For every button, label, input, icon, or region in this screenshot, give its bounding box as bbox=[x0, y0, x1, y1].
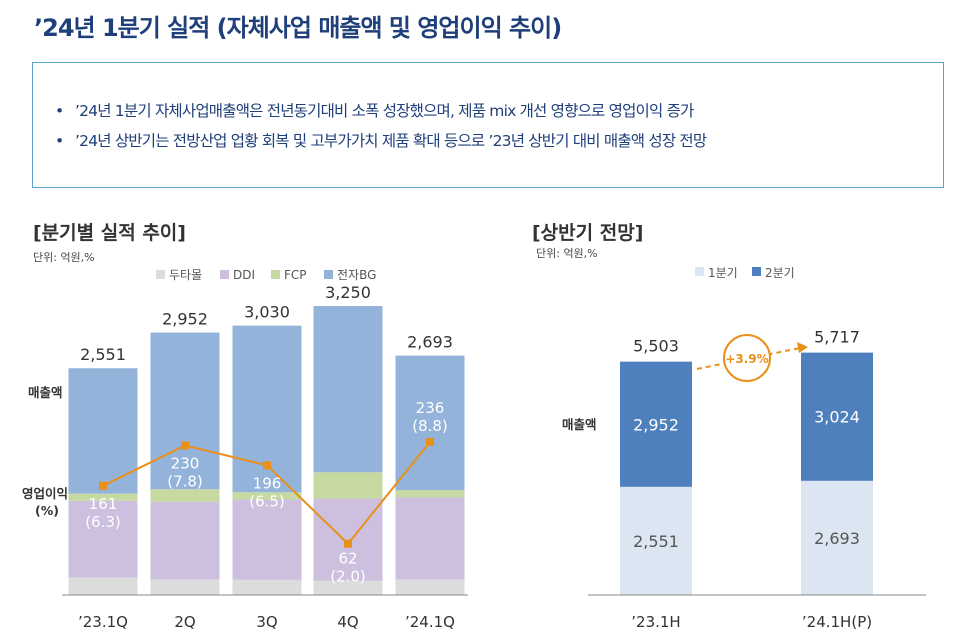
op-value-label-3: 62 bbox=[338, 550, 357, 568]
bar-segment-1-1 bbox=[150, 501, 220, 580]
growth-bubble bbox=[723, 334, 771, 382]
bar-segment-3-0 bbox=[68, 368, 138, 494]
legend-label-3: 전자BG bbox=[337, 268, 376, 282]
op-marker-4 bbox=[426, 437, 434, 446]
op-marker-0 bbox=[99, 481, 107, 490]
legend-swatch-0 bbox=[156, 270, 165, 279]
bar-total-label-3: 3,250 bbox=[325, 283, 371, 302]
h-x-tick-label-0: ’23.1H bbox=[631, 613, 680, 631]
bar-segment-0-3 bbox=[313, 580, 383, 595]
h-revenue-axis-label: 매출액 bbox=[562, 417, 597, 432]
bar-segment-0-1 bbox=[150, 579, 220, 595]
bar-segment-1-4 bbox=[395, 497, 465, 580]
growth-label: +3.9% bbox=[725, 352, 768, 366]
summary-bullet-1: ’24년 1분기 자체사업매출액은 전년동기대비 소폭 성장했으며, 제품 mi… bbox=[55, 101, 706, 121]
legend-swatch-1 bbox=[220, 270, 229, 279]
op-value-label-2: 196 bbox=[253, 474, 282, 492]
h-legend-swatch-1 bbox=[752, 267, 761, 276]
bar-total-label-0: 2,551 bbox=[80, 345, 126, 364]
h-segment-label-0-1: 2,693 bbox=[814, 529, 860, 548]
h-legend-label-0: 1분기 bbox=[708, 266, 738, 280]
op-marker-3 bbox=[344, 539, 352, 548]
bar-segment-1-3 bbox=[313, 498, 383, 581]
op-margin-label-4: (8.8) bbox=[412, 417, 448, 435]
bar-segment-3-4 bbox=[395, 355, 465, 491]
x-tick-label-4: ’24.1Q bbox=[405, 613, 455, 631]
op-margin-label-2: (6.5) bbox=[249, 492, 285, 510]
revenue-axis-label: 매출액 bbox=[28, 385, 63, 400]
bar-segment-1-0 bbox=[68, 500, 138, 578]
h-bar-segment-0-0 bbox=[620, 486, 692, 595]
op-margin-label-0: (6.3) bbox=[85, 513, 121, 531]
bar-segment-0-2 bbox=[232, 579, 302, 595]
h-x-tick-label-1: ’24.1H(P) bbox=[802, 613, 872, 631]
h-bar-total-label-1: 5,717 bbox=[814, 328, 860, 347]
growth-arrow-head bbox=[797, 342, 808, 353]
x-tick-label-1: 2Q bbox=[174, 613, 195, 631]
bar-segment-0-4 bbox=[395, 579, 465, 595]
bar-total-label-1: 2,952 bbox=[162, 310, 208, 329]
op-margin-label-3: (2.0) bbox=[330, 568, 366, 586]
h-bar-total-label-0: 5,503 bbox=[633, 337, 679, 356]
op-marker-2 bbox=[263, 461, 271, 470]
h-bar-segment-0-1 bbox=[801, 480, 873, 595]
bar-segment-1-2 bbox=[232, 499, 302, 580]
h-legend-swatch-0 bbox=[695, 267, 704, 276]
bar-segment-2-2 bbox=[232, 492, 302, 500]
x-tick-label-2: 3Q bbox=[256, 613, 277, 631]
op-marker-1 bbox=[181, 441, 189, 450]
legend-label-2: FCP bbox=[284, 268, 307, 282]
bar-segment-2-4 bbox=[395, 490, 465, 498]
page-title: ’24년 1분기 실적 (자체사업 매출액 및 영업이익 추이) bbox=[34, 14, 562, 42]
bar-segment-3-1 bbox=[150, 332, 220, 490]
legend-swatch-2 bbox=[271, 270, 280, 279]
bar-segment-2-0 bbox=[68, 493, 138, 501]
quarterly-section-title: [분기별 실적 추이] bbox=[33, 222, 186, 244]
h-segment-label-1-1: 3,024 bbox=[814, 408, 860, 427]
bar-total-label-4: 2,693 bbox=[407, 333, 453, 352]
h-segment-label-1-0: 2,952 bbox=[633, 415, 679, 434]
bar-segment-2-1 bbox=[150, 489, 220, 502]
op-margin-label-1: (7.8) bbox=[167, 472, 203, 490]
bar-segment-3-3 bbox=[313, 306, 383, 473]
bar-total-label-2: 3,030 bbox=[244, 303, 290, 322]
legend-label-0: 두타몰 bbox=[169, 268, 202, 282]
bar-segment-0-0 bbox=[68, 577, 138, 595]
halfyear-unit-label: 단위: 억원,% bbox=[536, 247, 598, 260]
halfyear-section-title: [상반기 전망] bbox=[532, 222, 644, 244]
summary-list: ’24년 1분기 자체사업매출액은 전년동기대비 소폭 성장했으며, 제품 mi… bbox=[55, 101, 707, 161]
quarterly-unit-label: 단위: 억원,% bbox=[33, 251, 95, 264]
op-value-label-0: 161 bbox=[89, 495, 118, 513]
summary-bullet-2: ’24년 상반기는 전방산업 업황 회복 및 고부가가치 제품 확대 등으로 ’… bbox=[55, 131, 707, 151]
legend-label-1: DDI bbox=[233, 268, 255, 282]
h-segment-label-0-0: 2,551 bbox=[633, 532, 679, 551]
op-axis-unit-label: (%) bbox=[35, 503, 59, 518]
h-legend-label-1: 2분기 bbox=[765, 266, 795, 280]
bar-segment-2-3 bbox=[313, 472, 383, 499]
legend-swatch-3 bbox=[324, 270, 333, 279]
x-tick-label-3: 4Q bbox=[337, 613, 358, 631]
summary-box: ’24년 1분기 자체사업매출액은 전년동기대비 소폭 성장했으며, 제품 mi… bbox=[32, 62, 944, 188]
x-tick-label-0: ’23.1Q bbox=[78, 613, 128, 631]
op-value-label-4: 236 bbox=[416, 399, 445, 417]
op-axis-label: 영업이익 bbox=[22, 486, 68, 501]
op-value-label-1: 230 bbox=[171, 454, 200, 472]
h-bar-segment-1-1 bbox=[801, 352, 873, 481]
h-bar-segment-1-0 bbox=[620, 361, 692, 487]
